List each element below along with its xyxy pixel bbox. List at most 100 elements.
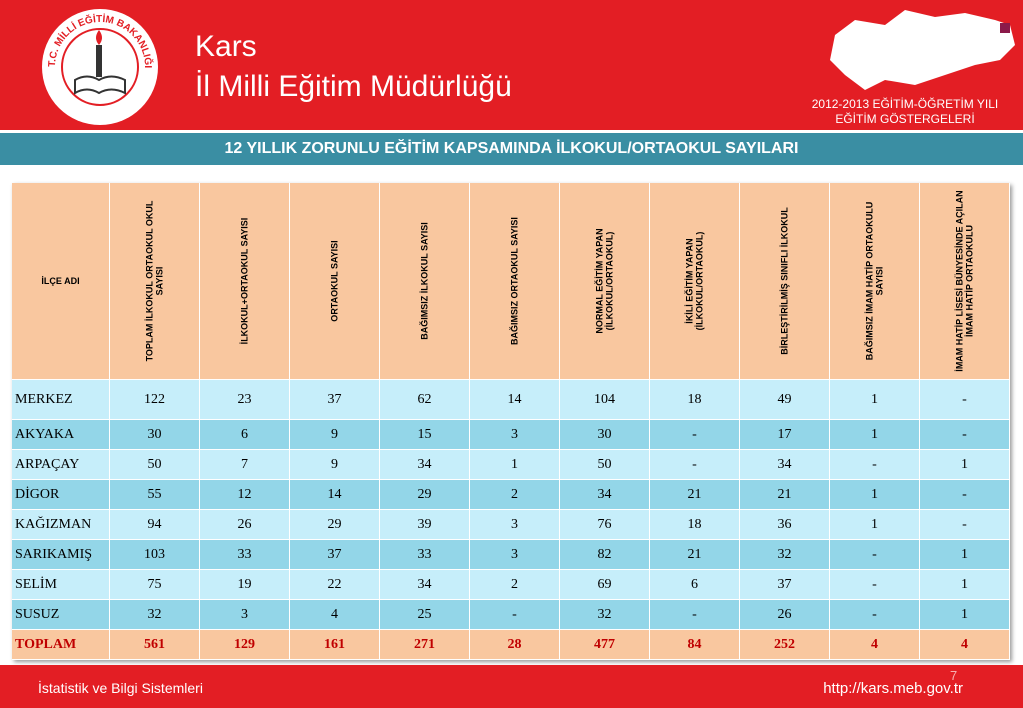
cell: 4: [830, 630, 920, 660]
cell: 33: [200, 540, 290, 570]
row-label: ARPAÇAY: [12, 450, 110, 480]
year-line: EĞİTİM GÖSTERGELERİ: [835, 112, 975, 126]
cell: 3: [470, 510, 560, 540]
row-label: MERKEZ: [12, 380, 110, 420]
cell: -: [470, 600, 560, 630]
cell: -: [920, 480, 1010, 510]
column-header: NORMAL EĞİTİM YAPAN (İLKOKUL/ORTAOKUL): [560, 183, 650, 380]
cell: 62: [380, 380, 470, 420]
cell: 26: [200, 510, 290, 540]
cell: 14: [290, 480, 380, 510]
cell: 23: [200, 380, 290, 420]
cell: 1: [830, 380, 920, 420]
cell: 14: [470, 380, 560, 420]
row-label: SELİM: [12, 570, 110, 600]
footer-left: İstatistik ve Bilgi Sistemleri: [38, 680, 203, 696]
cell: 32: [740, 540, 830, 570]
cell: -: [650, 600, 740, 630]
footer-bar: [0, 665, 1023, 708]
cell: 2: [470, 570, 560, 600]
cell: 6: [650, 570, 740, 600]
page-number: 7: [950, 668, 958, 683]
cell: 84: [650, 630, 740, 660]
cell: 9: [290, 450, 380, 480]
cell: 94: [110, 510, 200, 540]
cell: 477: [560, 630, 650, 660]
table: İLÇE ADI TOPLAM İLKOKUL ORTAOKUL OKUL SAY…: [12, 183, 1010, 660]
logo: T.C. MİLLİ EĞİTİM BAKANLIĞI: [42, 9, 158, 125]
cell: 39: [380, 510, 470, 540]
cell: 36: [740, 510, 830, 540]
cell: 7: [200, 450, 290, 480]
cell: 22: [290, 570, 380, 600]
cell: 19: [200, 570, 290, 600]
cell: -: [830, 540, 920, 570]
cell: 3: [200, 600, 290, 630]
row-label: TOPLAM: [12, 630, 110, 660]
cell: 9: [290, 420, 380, 450]
cell: 271: [380, 630, 470, 660]
cell: -: [920, 380, 1010, 420]
cell: 26: [740, 600, 830, 630]
cell: 34: [380, 450, 470, 480]
row-label: KAĞIZMAN: [12, 510, 110, 540]
header-text: İLKOKUL+ORTAOKUL SAYISI: [239, 217, 250, 345]
column-header: TOPLAM İLKOKUL ORTAOKUL OKUL SAYISI: [110, 183, 200, 380]
cell: 103: [110, 540, 200, 570]
header-text: NORMAL EĞİTİM YAPAN (İLKOKUL/ORTAOKUL): [594, 228, 615, 334]
column-header: İMAM HATİP LİSESİ BÜNYESİNDE AÇILAN İMAM…: [920, 183, 1010, 380]
cell: 4: [920, 630, 1010, 660]
cell: 49: [740, 380, 830, 420]
cell: 1: [920, 450, 1010, 480]
year-line: 2012-2013 EĞİTİM-ÖĞRETİM YILI: [811, 97, 999, 111]
title: Kars: [195, 30, 257, 63]
header-text: İMAM HATİP LİSESİ BÜNYESİNDE AÇILAN İMAM…: [954, 190, 975, 372]
cell: 34: [560, 480, 650, 510]
cell: 21: [650, 540, 740, 570]
banner: 12 YILLIK ZORUNLU EĞİTİM KAPSAMINDA İLKO…: [0, 133, 1023, 165]
cell: 37: [740, 570, 830, 600]
cell: 104: [560, 380, 650, 420]
header-text: BİRLEŞTİRİLMİŞ SINIFLI İLKOKUL: [779, 207, 790, 355]
row-label: SUSUZ: [12, 600, 110, 630]
row-label: SARIKAMIŞ: [12, 540, 110, 570]
row-label: DİGOR: [12, 480, 110, 510]
footer-link: http://kars.meb.gov.tr: [823, 680, 963, 697]
cell: 17: [740, 420, 830, 450]
cell: 122: [110, 380, 200, 420]
cell: 29: [290, 510, 380, 540]
cell: -: [650, 420, 740, 450]
cell: 4: [290, 600, 380, 630]
header-text: ORTAOKUL SAYISI: [329, 240, 340, 322]
cell: 561: [110, 630, 200, 660]
cell: 33: [380, 540, 470, 570]
column-header: BAĞIMSIZ İLKOKUL SAYISI: [380, 183, 470, 380]
cell: 1: [920, 570, 1010, 600]
cell: 1: [830, 420, 920, 450]
header-text: BAĞIMSIZ İLKOKUL SAYISI: [419, 222, 430, 340]
cell: 3: [470, 540, 560, 570]
cell: 30: [110, 420, 200, 450]
cell: 129: [200, 630, 290, 660]
column-header: BAĞIMSIZ ORTAOKUL SAYISI: [470, 183, 560, 380]
cell: 1: [830, 480, 920, 510]
cell: 55: [110, 480, 200, 510]
cell: 30: [560, 420, 650, 450]
cell: -: [830, 570, 920, 600]
cell: -: [920, 420, 1010, 450]
subtitle: İl Milli Eğitim Müdürlüğü: [195, 70, 512, 103]
cell: 69: [560, 570, 650, 600]
column-header: BİRLEŞTİRİLMİŞ SINIFLI İLKOKUL: [740, 183, 830, 380]
header-text: BAĞIMSIZ ORTAOKUL SAYISI: [509, 217, 520, 345]
cell: 1: [920, 540, 1010, 570]
cell: 34: [380, 570, 470, 600]
cell: 12: [200, 480, 290, 510]
cell: 50: [110, 450, 200, 480]
cell: 1: [830, 510, 920, 540]
column-header: ORTAOKUL SAYISI: [290, 183, 380, 380]
cell: 3: [470, 420, 560, 450]
column-header: İKİLİ EĞİTİM YAPAN (İLKOKUL/ORTAOKUL): [650, 183, 740, 380]
cell: 21: [650, 480, 740, 510]
header-text: TOPLAM İLKOKUL ORTAOKUL OKUL SAYISI: [144, 200, 165, 362]
